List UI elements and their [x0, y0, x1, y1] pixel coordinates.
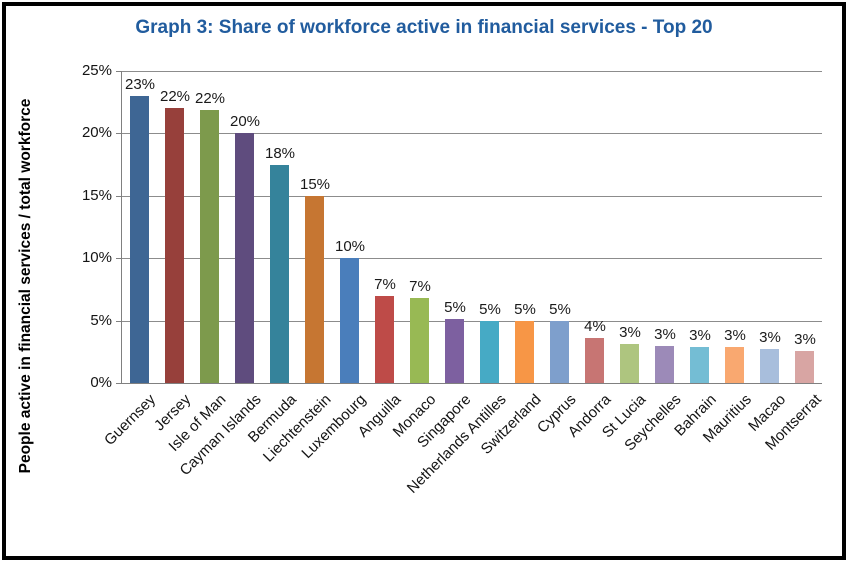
bar-value-label-st-lucia: 3%: [619, 324, 641, 341]
gridline-15%: [122, 196, 822, 197]
bar-isle-of-man: [200, 110, 219, 383]
bar-cyprus: [550, 321, 569, 383]
bar-value-label-andorra: 4%: [584, 318, 606, 335]
bar-montserrat: [795, 351, 814, 383]
y-tick-label: 20%: [81, 124, 112, 141]
y-tick-mark: [116, 133, 122, 134]
bar-value-label-montserrat: 3%: [794, 331, 816, 348]
bar-value-label-jersey: 22%: [159, 88, 191, 105]
bar-andorra: [585, 338, 604, 383]
y-tick-label: 10%: [81, 249, 112, 266]
y-axis-line: [121, 71, 122, 383]
y-tick-mark: [116, 71, 122, 72]
bar-value-label-macao: 3%: [759, 329, 781, 346]
bar-value-label-seychelles: 3%: [654, 326, 676, 343]
bar-bermuda: [270, 165, 289, 383]
bar-value-label-cayman-islands: 20%: [229, 113, 261, 130]
bar-jersey: [165, 108, 184, 383]
bar-liechtenstein: [305, 196, 324, 383]
y-axis-title: People active in financial services / to…: [17, 98, 34, 474]
gridline-20%: [122, 133, 822, 134]
bar-mauritius: [725, 347, 744, 383]
bar-value-label-cyprus: 5%: [549, 301, 571, 318]
bar-value-label-switzerland: 5%: [514, 301, 536, 318]
bar-value-label-singapore: 5%: [444, 299, 466, 316]
y-tick-label: 0%: [90, 374, 112, 391]
bar-seychelles: [655, 346, 674, 383]
y-tick-mark: [116, 258, 122, 259]
chart-title: Graph 3: Share of workforce active in fi…: [135, 17, 713, 38]
gridline-10%: [122, 258, 822, 259]
y-tick-mark: [116, 383, 122, 384]
bar-value-label-liechtenstein: 15%: [299, 176, 331, 193]
gridline-5%: [122, 321, 822, 322]
y-tick-label: 5%: [90, 312, 112, 329]
bar-value-label-mauritius: 3%: [724, 327, 746, 344]
bar-switzerland: [515, 321, 534, 383]
gridline-25%: [122, 71, 822, 72]
bar-value-label-guernsey: 23%: [124, 76, 156, 93]
bar-bahrain: [690, 347, 709, 383]
bar-value-label-bahrain: 3%: [689, 327, 711, 344]
bar-cayman-islands: [235, 133, 254, 383]
bar-guernsey: [130, 96, 149, 383]
bar-singapore: [445, 319, 464, 383]
bar-value-label-luxembourg: 10%: [334, 238, 366, 255]
y-tick-label: 25%: [81, 62, 112, 79]
bar-value-label-isle-of-man: 22%: [194, 90, 226, 107]
bar-value-label-anguilla: 7%: [374, 276, 396, 293]
y-tick-label: 15%: [81, 187, 112, 204]
bar-netherlands-antilles: [480, 321, 499, 383]
bar-luxembourg: [340, 258, 359, 383]
bar-macao: [760, 349, 779, 383]
bar-value-label-bermuda: 18%: [264, 145, 296, 162]
bar-value-label-monaco: 7%: [409, 278, 431, 295]
bar-monaco: [410, 298, 429, 383]
y-tick-mark: [116, 321, 122, 322]
category-label-guernsey: Guernsey: [101, 391, 160, 450]
y-tick-mark: [116, 196, 122, 197]
x-axis-line: [122, 383, 822, 384]
bar-anguilla: [375, 296, 394, 383]
bar-value-label-netherlands-antilles: 5%: [479, 301, 501, 318]
bar-st-lucia: [620, 344, 639, 383]
